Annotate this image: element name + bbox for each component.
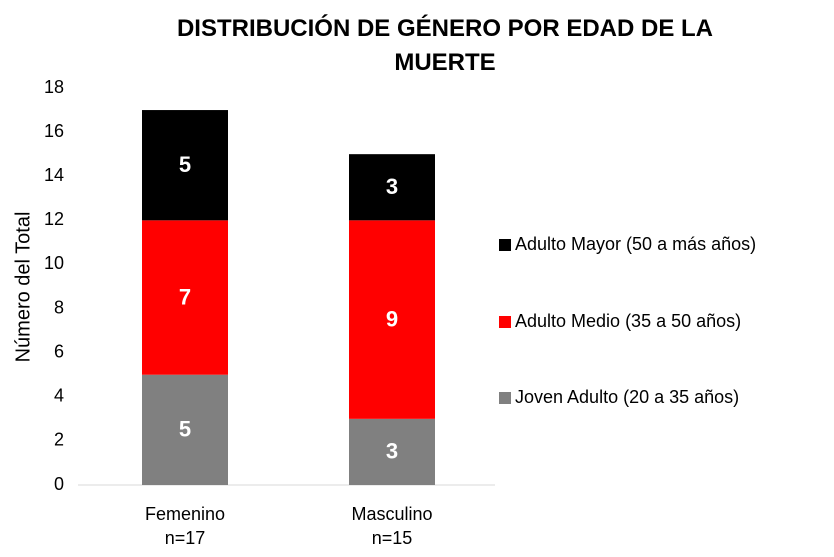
y-tick-label: 10: [44, 253, 64, 273]
data-label: 7: [179, 284, 191, 309]
x-tick-label: Masculino n=15: [351, 504, 433, 548]
bar-segment: [142, 374, 228, 485]
y-tick-label: 8: [54, 297, 64, 317]
legend-label: Adulto Medio (35 a 50 años): [515, 311, 741, 331]
data-label: 5: [179, 152, 191, 177]
y-tick-label: 18: [44, 77, 64, 97]
y-tick-label: 0: [54, 474, 64, 494]
y-tick-label: 12: [44, 209, 64, 229]
y-tick-label: 2: [54, 430, 64, 450]
bar-segment: [142, 110, 228, 221]
data-label: 9: [386, 306, 398, 331]
bar-segment: [349, 418, 435, 485]
y-tick-label: 16: [44, 121, 64, 141]
legend-label: Joven Adulto (20 a 35 años): [515, 387, 739, 407]
bar-segment: [142, 220, 228, 375]
legend-swatch: [499, 316, 511, 328]
chart-title: DISTRIBUCIÓN DE GÉNERO POR EDAD DE LA MU…: [176, 15, 714, 76]
legend-swatch: [499, 239, 511, 251]
y-tick-label: 6: [54, 341, 64, 361]
legend-label: Adulto Mayor (50 a más años): [515, 234, 756, 254]
y-axis-label: Número del Total: [12, 212, 34, 363]
y-tick-label: 4: [54, 386, 64, 406]
legend-swatch: [499, 392, 511, 404]
data-label: 5: [179, 417, 191, 442]
x-tick-label: Femenino n=17: [144, 504, 226, 548]
data-label: 3: [386, 439, 398, 464]
bar-segment: [349, 154, 435, 221]
y-tick-label: 14: [44, 165, 64, 185]
data-label: 3: [386, 174, 398, 199]
bar-segment: [349, 220, 435, 419]
